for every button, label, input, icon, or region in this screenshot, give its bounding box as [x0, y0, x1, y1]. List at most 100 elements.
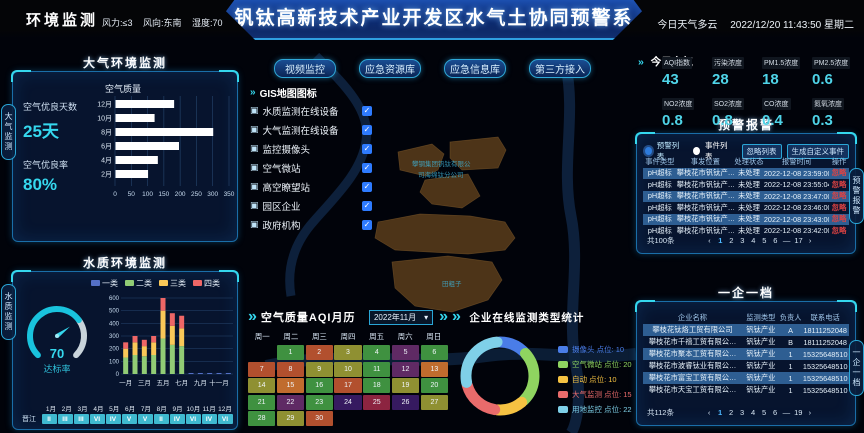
- warning-list-radio[interactable]: [645, 147, 652, 155]
- calendar-day-1[interactable]: 1: [276, 345, 305, 360]
- enterprise-row-0[interactable]: 攀枝花钛烙工贸有限公司 钒钛产业 A 18111252048: [643, 324, 849, 336]
- calendar-day-10[interactable]: 10: [334, 361, 362, 377]
- enterprise-row-4[interactable]: 攀枝花市富宝工贸有限公… 钒钛产业 1 15325648510: [643, 372, 849, 384]
- calendar-day-15[interactable]: 15: [276, 378, 305, 393]
- cell-action[interactable]: 忽略: [831, 179, 847, 189]
- calendar-day-18[interactable]: 18: [363, 378, 391, 393]
- layer-checkbox-2[interactable]: ✓: [362, 143, 372, 154]
- layer-checkbox-1[interactable]: ✓: [362, 124, 372, 135]
- side-tab-alarm[interactable]: 预警报警: [849, 168, 864, 224]
- calendar-day-13[interactable]: 13: [420, 361, 448, 377]
- calendar-day-27[interactable]: 27: [420, 394, 448, 410]
- layer-item-2[interactable]: ▣ 监控摄像头 ✓: [250, 139, 372, 158]
- layer-checkbox-0[interactable]: ✓: [362, 105, 372, 116]
- page-prev[interactable]: ‹: [707, 408, 711, 417]
- alarm-row-0[interactable]: pH超标 攀枝花市钒钛产… 未处理 2022-12-08 23:59:00 忽略: [643, 167, 849, 179]
- page-1[interactable]: 1: [718, 236, 723, 245]
- calendar-day-14[interactable]: 14: [248, 378, 276, 393]
- alarm-row-4[interactable]: pH超标 攀枝花市钒钛产… 未处理 2022-12-08 23:43:00 忽略: [643, 213, 849, 225]
- toolbar-button-1[interactable]: 应急资源库: [359, 59, 421, 78]
- page-next[interactable]: ›: [808, 236, 812, 245]
- calendar-day-2[interactable]: 2: [305, 345, 333, 360]
- cell-action[interactable]: 忽略: [831, 202, 847, 212]
- page-—[interactable]: —: [782, 236, 791, 245]
- toolbar-button-3[interactable]: 第三方接入: [529, 59, 591, 78]
- calendar-day-16[interactable]: 16: [305, 378, 333, 393]
- toolbar-button-0[interactable]: 视频监控: [274, 59, 336, 78]
- page-6[interactable]: 6: [773, 236, 778, 245]
- alarm-row-2[interactable]: pH超标 攀枝花市钒钛产… 未处理 2022-12-08 23:47:00 忽略: [643, 190, 849, 202]
- calendar-day-11[interactable]: 11: [363, 361, 391, 377]
- side-tab-air-monitor[interactable]: 大气监测: [1, 104, 16, 160]
- svg-text:12月: 12月: [97, 101, 112, 109]
- layer-checkbox-3[interactable]: ✓: [362, 162, 372, 173]
- cell-action[interactable]: 忽略: [831, 225, 847, 235]
- calendar-day-5[interactable]: 5: [391, 345, 420, 360]
- calendar-day-26[interactable]: 26: [391, 394, 420, 410]
- enterprise-row-2[interactable]: 攀枝花市聚本工贸有限公… 钒钛产业 1 15325648510: [643, 348, 849, 360]
- calendar-day-3[interactable]: 3: [334, 345, 362, 360]
- enterprise-row-3[interactable]: 攀枝花市波睿钛业有限公… 钒钛产业 1 15325648510: [643, 360, 849, 372]
- calendar-day-17[interactable]: 17: [334, 378, 362, 393]
- calendar-day-4[interactable]: 4: [363, 345, 391, 360]
- page-3[interactable]: 3: [739, 408, 745, 417]
- layer-item-3[interactable]: ▣ 空气微站 ✓: [250, 158, 372, 177]
- cell-action[interactable]: 忽略: [831, 191, 847, 201]
- calendar-day-9[interactable]: 9: [305, 361, 333, 377]
- alarm-row-5[interactable]: pH超标 攀枝花市钒钛产… 未处理 2022-12-08 23:42:00 忽略: [643, 225, 849, 237]
- ignore-list-button[interactable]: 忽略列表: [741, 143, 782, 159]
- page-5[interactable]: 5: [761, 408, 767, 417]
- page-17[interactable]: 17: [794, 236, 803, 245]
- page-next[interactable]: ›: [808, 408, 812, 417]
- calendar-day-21[interactable]: 21: [248, 394, 276, 410]
- page-4[interactable]: 4: [751, 236, 756, 245]
- cell-action[interactable]: 忽略: [831, 214, 847, 224]
- enterprise-row-1[interactable]: 攀枝花市千禧工贸有限公… 钒钛产业 B 18111252048: [643, 336, 849, 348]
- layer-item-6[interactable]: ▣ 政府机构 ✓: [250, 215, 372, 234]
- alarm-row-3[interactable]: pH超标 攀枝花市钒钛产… 未处理 2022-12-08 23:46:00 忽略: [643, 202, 849, 214]
- event-list-label[interactable]: 事件列表: [705, 141, 728, 161]
- page-—[interactable]: —: [782, 408, 791, 417]
- cell-action[interactable]: 忽略: [831, 168, 847, 178]
- layer-item-1[interactable]: ▣ 大气监测在线设备 ✓: [250, 120, 372, 139]
- layer-item-0[interactable]: ▣ 水质监测在线设备 ✓: [250, 101, 372, 120]
- layer-item-5[interactable]: ▣ 园区企业 ✓: [250, 196, 372, 215]
- calendar-day-19[interactable]: 19: [391, 378, 420, 393]
- layer-checkbox-4[interactable]: ✓: [362, 181, 372, 192]
- calendar-day-20[interactable]: 20: [420, 378, 448, 393]
- side-tab-enterprise[interactable]: 一企一档: [849, 340, 864, 396]
- calendar-day-28[interactable]: 28: [248, 411, 276, 426]
- calendar-day-7[interactable]: 7: [248, 361, 276, 377]
- side-tab-water-monitor[interactable]: 水质监测: [1, 284, 16, 340]
- metric-label: PM1.5浓度: [762, 57, 801, 69]
- event-list-radio[interactable]: [693, 147, 701, 155]
- layer-checkbox-6[interactable]: ✓: [362, 219, 372, 230]
- cell-person: 1: [788, 349, 793, 359]
- calendar-day-8[interactable]: 8: [276, 361, 305, 377]
- toolbar-button-2[interactable]: 应急信息库: [444, 59, 506, 78]
- warning-list-label[interactable]: 预警列表: [656, 141, 680, 161]
- month-select[interactable]: 2022年11月 ▾: [368, 309, 434, 325]
- enterprise-row-5[interactable]: 攀枝花市天宝工贸有限公… 钒钛产业 1 15325648510: [643, 384, 849, 396]
- calendar-day-30[interactable]: 30: [305, 411, 333, 426]
- page-4[interactable]: 4: [750, 408, 756, 417]
- calendar-day-25[interactable]: 25: [363, 394, 391, 410]
- calendar-day-29[interactable]: 29: [276, 411, 305, 426]
- layer-checkbox-5[interactable]: ✓: [362, 200, 372, 211]
- calendar-day-12[interactable]: 12: [391, 361, 420, 377]
- page-2[interactable]: 2: [729, 236, 734, 245]
- calendar-day-6[interactable]: 6: [420, 345, 448, 360]
- page-19[interactable]: 19: [794, 408, 803, 417]
- calendar-day-24[interactable]: 24: [334, 394, 362, 410]
- page-1[interactable]: 1: [717, 408, 723, 417]
- calendar-day-23[interactable]: 23: [305, 394, 333, 410]
- page-3[interactable]: 3: [740, 236, 745, 245]
- page-5[interactable]: 5: [762, 236, 767, 245]
- layer-item-4[interactable]: ▣ 高空瞭望站 ✓: [250, 177, 372, 196]
- page-prev[interactable]: ‹: [708, 236, 711, 245]
- page-6[interactable]: 6: [772, 408, 778, 417]
- page-2[interactable]: 2: [728, 408, 734, 417]
- create-custom-event-button[interactable]: 生成自定义事件: [786, 143, 849, 159]
- alarm-row-1[interactable]: pH超标 攀枝花市钒钛产… 未处理 2022-12-08 23:55:04 忽略: [643, 179, 849, 191]
- calendar-day-22[interactable]: 22: [276, 394, 305, 410]
